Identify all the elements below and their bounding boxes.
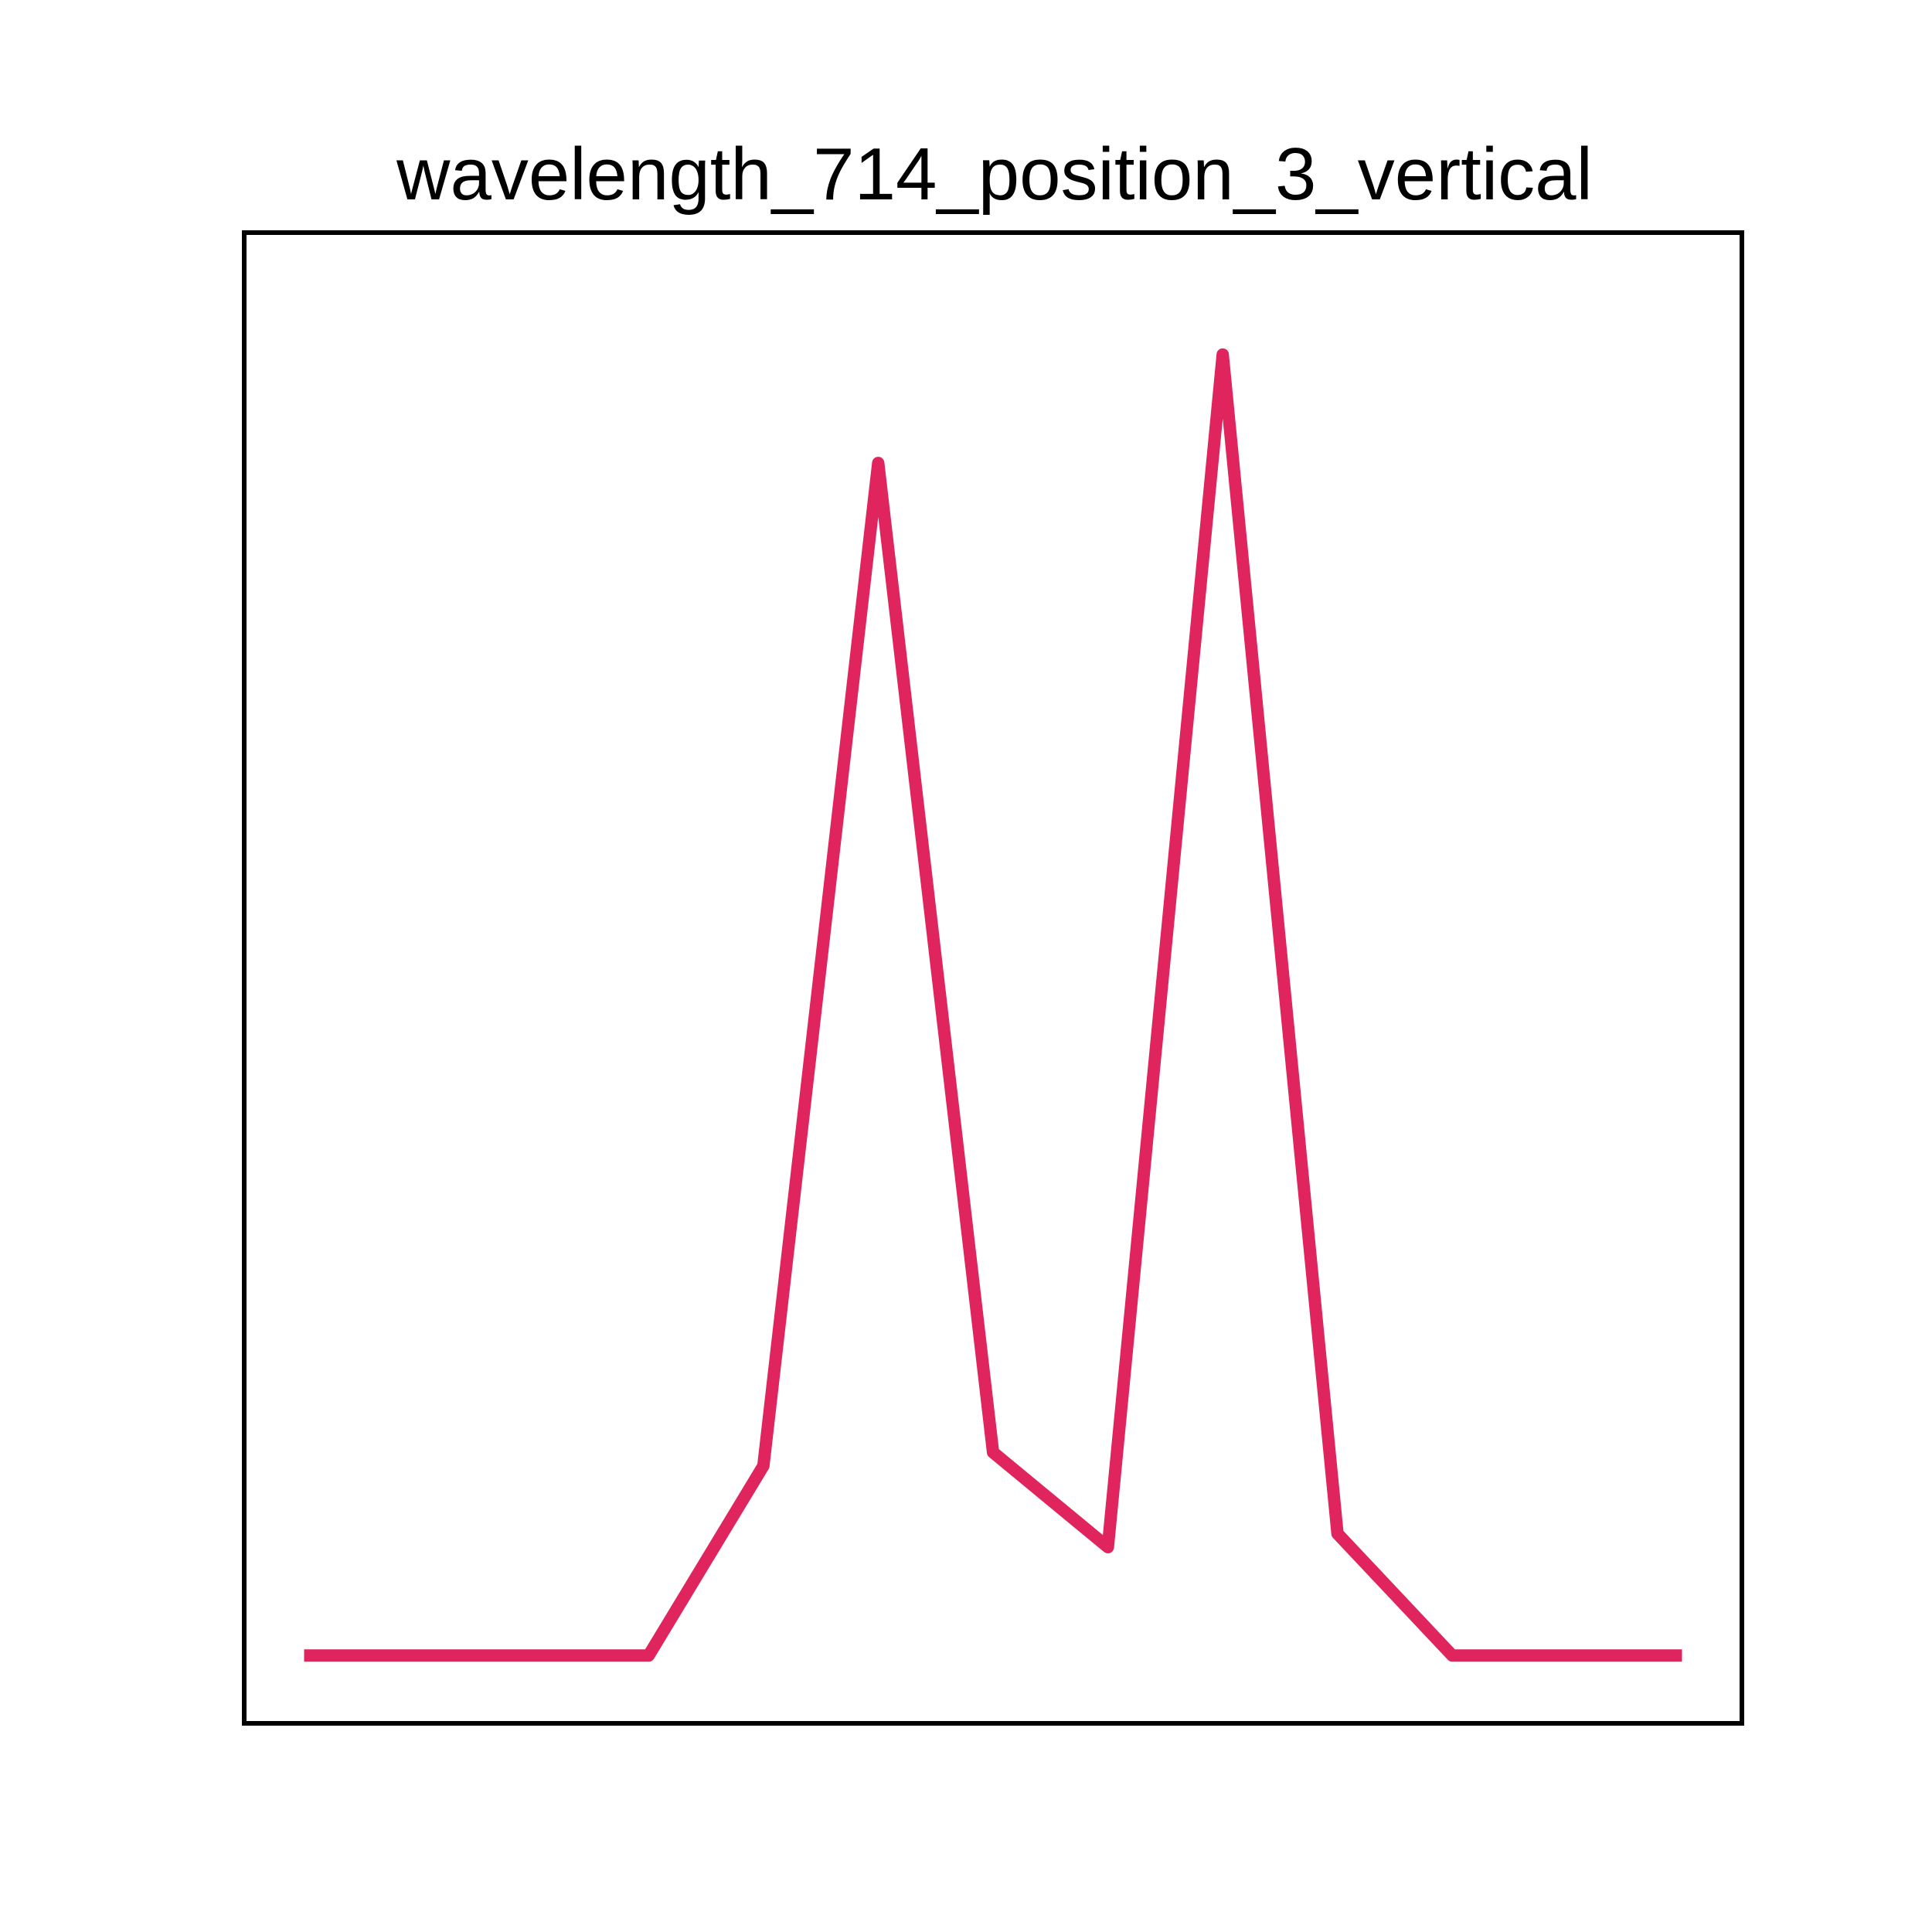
plot-frame [242, 230, 1744, 1726]
series-line-0 [304, 348, 1682, 1662]
chart-title: wavelength_714_position_3_vertical [396, 133, 1593, 216]
series-layer [304, 348, 1682, 1662]
